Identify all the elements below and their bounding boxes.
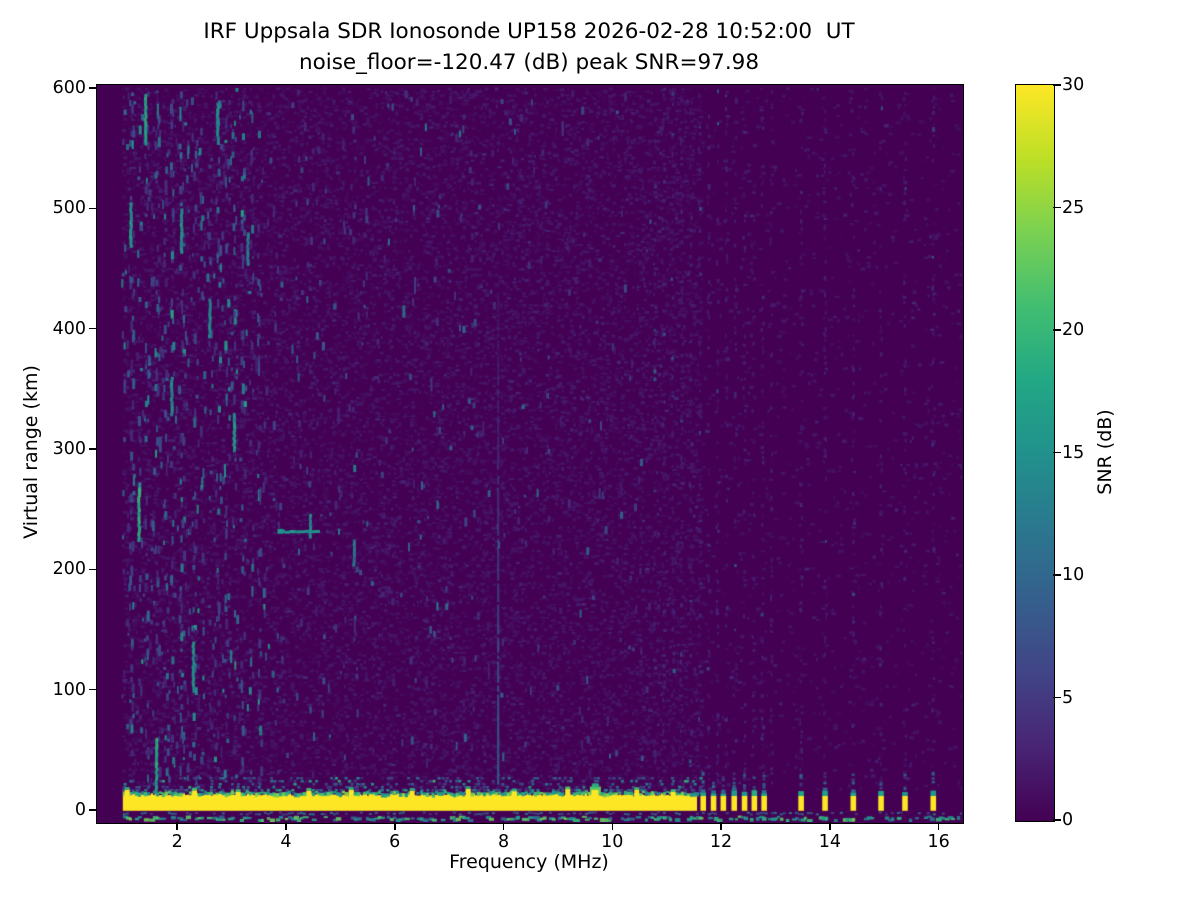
- x-tick-mark: [937, 822, 940, 830]
- colorbar-tick-mark: [1053, 574, 1061, 576]
- colorbar-tick-mark: [1053, 451, 1061, 454]
- x-tick-label: 14: [818, 832, 841, 852]
- colorbar-tick-label: 20: [1062, 320, 1085, 340]
- x-tick-mark: [611, 822, 614, 830]
- colorbar-tick-mark: [1053, 819, 1061, 821]
- colorbar-tick-mark: [1053, 696, 1061, 699]
- plot-area: [95, 83, 964, 824]
- y-tick-label: 400: [52, 318, 86, 339]
- colorbar-tick-label: 25: [1062, 197, 1085, 218]
- y-tick-label: 0: [74, 800, 86, 820]
- y-tick-label: 200: [52, 559, 86, 580]
- y-tick-mark: [89, 688, 97, 691]
- x-tick-mark: [829, 822, 831, 830]
- x-tick-label: 6: [389, 832, 401, 852]
- x-tick-label: 16: [927, 832, 950, 852]
- x-axis-label: Frequency (MHz): [449, 851, 609, 873]
- colorbar-tick-label: 5: [1062, 687, 1074, 708]
- y-tick-label: 600: [52, 78, 86, 98]
- y-tick-mark: [89, 87, 97, 89]
- y-tick-mark: [89, 327, 97, 330]
- colorbar-tick-label: 10: [1062, 565, 1085, 585]
- x-tick-mark: [502, 822, 505, 830]
- x-tick-mark: [176, 822, 178, 830]
- colorbar-tick-mark: [1053, 206, 1061, 209]
- ionogram-heatmap-canvas: [96, 84, 962, 822]
- colorbar-tick-mark: [1053, 329, 1061, 331]
- chart-title: IRF Uppsala SDR Ionosonde UP158 2026-02-…: [203, 19, 855, 44]
- colorbar: [1014, 83, 1055, 822]
- colorbar-tick-label: 15: [1062, 442, 1085, 463]
- x-tick-label: 2: [171, 832, 183, 852]
- x-tick-label: 4: [280, 832, 292, 852]
- x-tick-mark: [720, 822, 722, 830]
- colorbar-label: SNR (dB): [1094, 409, 1116, 495]
- y-tick-mark: [89, 207, 97, 210]
- x-tick-mark: [394, 822, 396, 830]
- colorbar-tick-label: 0: [1062, 810, 1074, 830]
- y-tick-label: 500: [52, 198, 86, 219]
- x-tick-mark: [285, 822, 287, 830]
- y-tick-label: 100: [52, 679, 86, 700]
- y-tick-label: 300: [52, 439, 86, 459]
- colorbar-tick-label: 30: [1062, 75, 1085, 95]
- chart-subtitle: noise_floor=-120.47 (dB) peak SNR=97.98: [298, 50, 760, 75]
- y-tick-mark: [89, 448, 97, 450]
- x-tick-label: 8: [497, 832, 510, 852]
- y-tick-mark: [89, 809, 97, 811]
- colorbar-tick-mark: [1053, 84, 1061, 86]
- x-tick-label: 12: [709, 832, 733, 852]
- y-tick-mark: [89, 568, 97, 571]
- x-tick-label: 10: [601, 832, 624, 852]
